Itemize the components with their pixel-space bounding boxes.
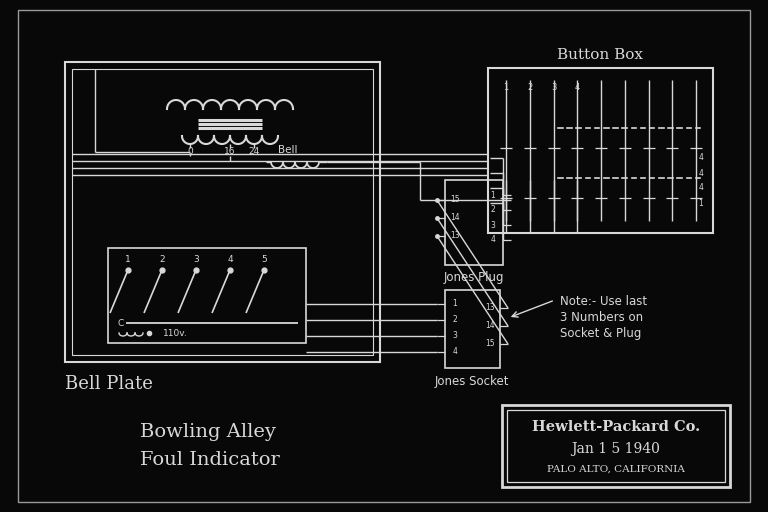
Text: 1: 1 (452, 300, 458, 309)
Text: Foul Indicator: Foul Indicator (140, 451, 280, 469)
Bar (502, 405, 730, 487)
Text: 24: 24 (248, 147, 260, 157)
Bar (65, 62, 380, 362)
Bar (445, 290, 500, 368)
Text: 15: 15 (485, 339, 495, 349)
Text: 110v.: 110v. (163, 329, 187, 337)
Text: 13: 13 (450, 231, 460, 241)
Text: 2: 2 (491, 205, 495, 215)
Text: 1: 1 (125, 255, 131, 265)
Text: 4: 4 (452, 348, 458, 356)
Text: Bowling Alley: Bowling Alley (140, 423, 276, 441)
Bar (445, 180, 503, 265)
Text: 2: 2 (159, 255, 165, 265)
Text: 4: 4 (227, 255, 233, 265)
Text: 13: 13 (485, 304, 495, 312)
Text: C: C (118, 318, 124, 328)
Text: 14: 14 (450, 214, 460, 223)
Text: 5: 5 (261, 255, 266, 265)
Text: 3: 3 (491, 221, 495, 229)
Text: 3: 3 (452, 331, 458, 340)
Bar (72, 69, 373, 355)
Bar (108, 248, 306, 343)
Text: Note:- Use last: Note:- Use last (560, 295, 647, 308)
Text: 1: 1 (503, 83, 508, 93)
Text: 3: 3 (551, 83, 556, 93)
Text: 4: 4 (699, 168, 703, 178)
Text: 3: 3 (193, 255, 199, 265)
Bar (488, 68, 713, 233)
Text: 1: 1 (699, 199, 703, 207)
Text: 4: 4 (574, 83, 580, 93)
Text: Hewlett-Packard Co.: Hewlett-Packard Co. (532, 420, 700, 434)
Text: 4: 4 (699, 183, 703, 193)
Text: Jones Plug: Jones Plug (444, 271, 505, 285)
Text: 3 Numbers on: 3 Numbers on (560, 311, 643, 324)
Text: 0: 0 (187, 147, 193, 157)
Text: 4: 4 (699, 154, 703, 162)
Bar (507, 410, 725, 482)
Text: 4: 4 (491, 236, 495, 245)
Text: 14: 14 (485, 322, 495, 331)
Text: 15: 15 (450, 196, 460, 204)
Text: 2: 2 (527, 83, 532, 93)
Text: Socket & Plug: Socket & Plug (560, 327, 641, 340)
Text: Bell: Bell (278, 145, 297, 155)
Text: Bell Plate: Bell Plate (65, 375, 153, 393)
Text: Jan 1 5 1940: Jan 1 5 1940 (571, 442, 660, 456)
Text: 16: 16 (224, 147, 236, 157)
Text: Button Box: Button Box (557, 48, 643, 62)
Text: Jones Socket: Jones Socket (435, 374, 509, 388)
Text: 2: 2 (452, 315, 458, 325)
Text: 1: 1 (491, 190, 495, 200)
Text: PALO ALTO, CALIFORNIA: PALO ALTO, CALIFORNIA (547, 464, 685, 474)
